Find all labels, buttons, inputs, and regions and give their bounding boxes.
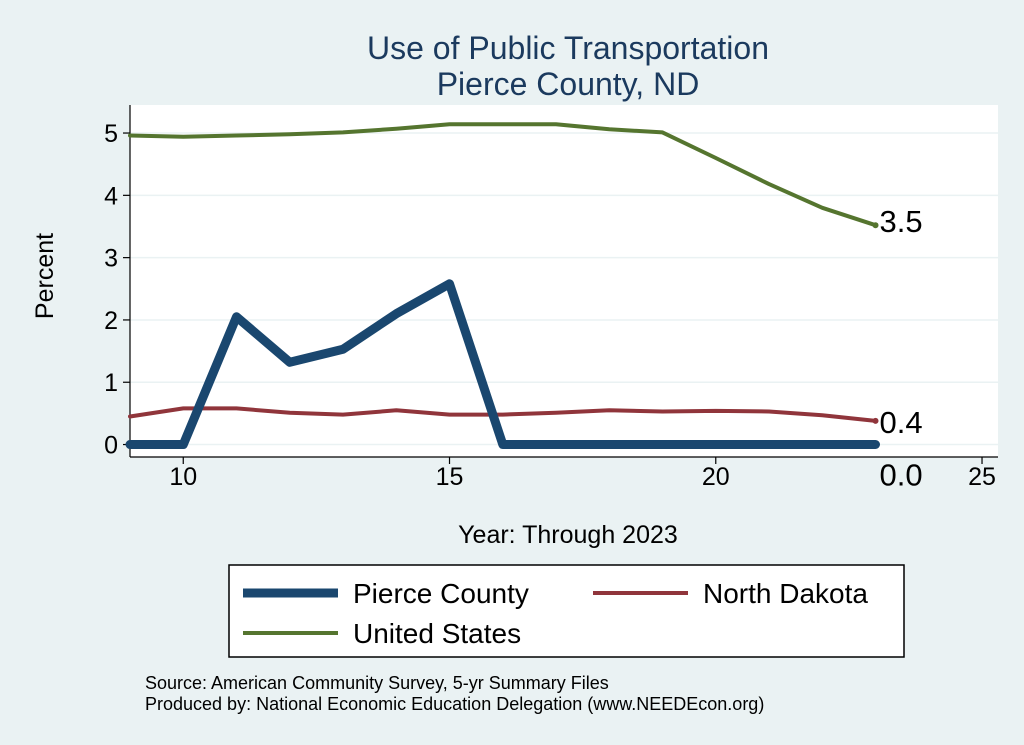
end-label-pierce-county: 0.0 bbox=[880, 458, 923, 493]
y-tick-label-2: 2 bbox=[104, 307, 118, 335]
y-tick-label-0: 0 bbox=[104, 432, 118, 460]
y-axis-label: Percent bbox=[31, 233, 59, 319]
end-marker-pierce-county bbox=[872, 441, 879, 448]
end-label-united-states: 3.5 bbox=[880, 204, 923, 239]
x-tick-label-25: 25 bbox=[968, 463, 996, 491]
x-tick-label-10: 10 bbox=[169, 463, 197, 491]
axes: 0 1 2 3 4 5 10 15 20 25 bbox=[104, 105, 998, 491]
series-lines: 3.5 0.4 0.0 bbox=[125, 122, 923, 493]
source-note: Source: American Community Survey, 5-yr … bbox=[145, 673, 609, 693]
legend-label-north-dakota: North Dakota bbox=[703, 578, 868, 609]
chart-title-line-2: Pierce County, ND bbox=[437, 66, 700, 102]
end-marker-united-states bbox=[872, 222, 879, 229]
series-line-united-states bbox=[128, 122, 878, 228]
end-marker-north-dakota bbox=[872, 417, 879, 424]
series-line-pierce-county bbox=[125, 279, 880, 449]
legend: Pierce County North Dakota United States bbox=[243, 578, 868, 649]
producer-note: Produced by: National Economic Education… bbox=[145, 694, 764, 714]
legend-label-united-states: United States bbox=[353, 618, 521, 649]
x-tick-label-15: 15 bbox=[436, 463, 464, 491]
chart-title-line-1: Use of Public Transportation bbox=[367, 30, 769, 66]
y-tick-label-5: 5 bbox=[104, 120, 118, 148]
y-tick-label-3: 3 bbox=[104, 245, 118, 273]
series-line-north-dakota bbox=[128, 406, 878, 423]
legend-label-pierce-county: Pierce County bbox=[353, 578, 529, 609]
end-label-north-dakota: 0.4 bbox=[880, 405, 923, 440]
x-tick-label-20: 20 bbox=[702, 463, 730, 491]
legend-box bbox=[228, 564, 905, 658]
x-axis-label: Year: Through 2023 bbox=[458, 521, 678, 549]
plot-area bbox=[130, 105, 998, 457]
y-tick-label-4: 4 bbox=[104, 182, 118, 210]
y-tick-label-1: 1 bbox=[104, 369, 118, 397]
